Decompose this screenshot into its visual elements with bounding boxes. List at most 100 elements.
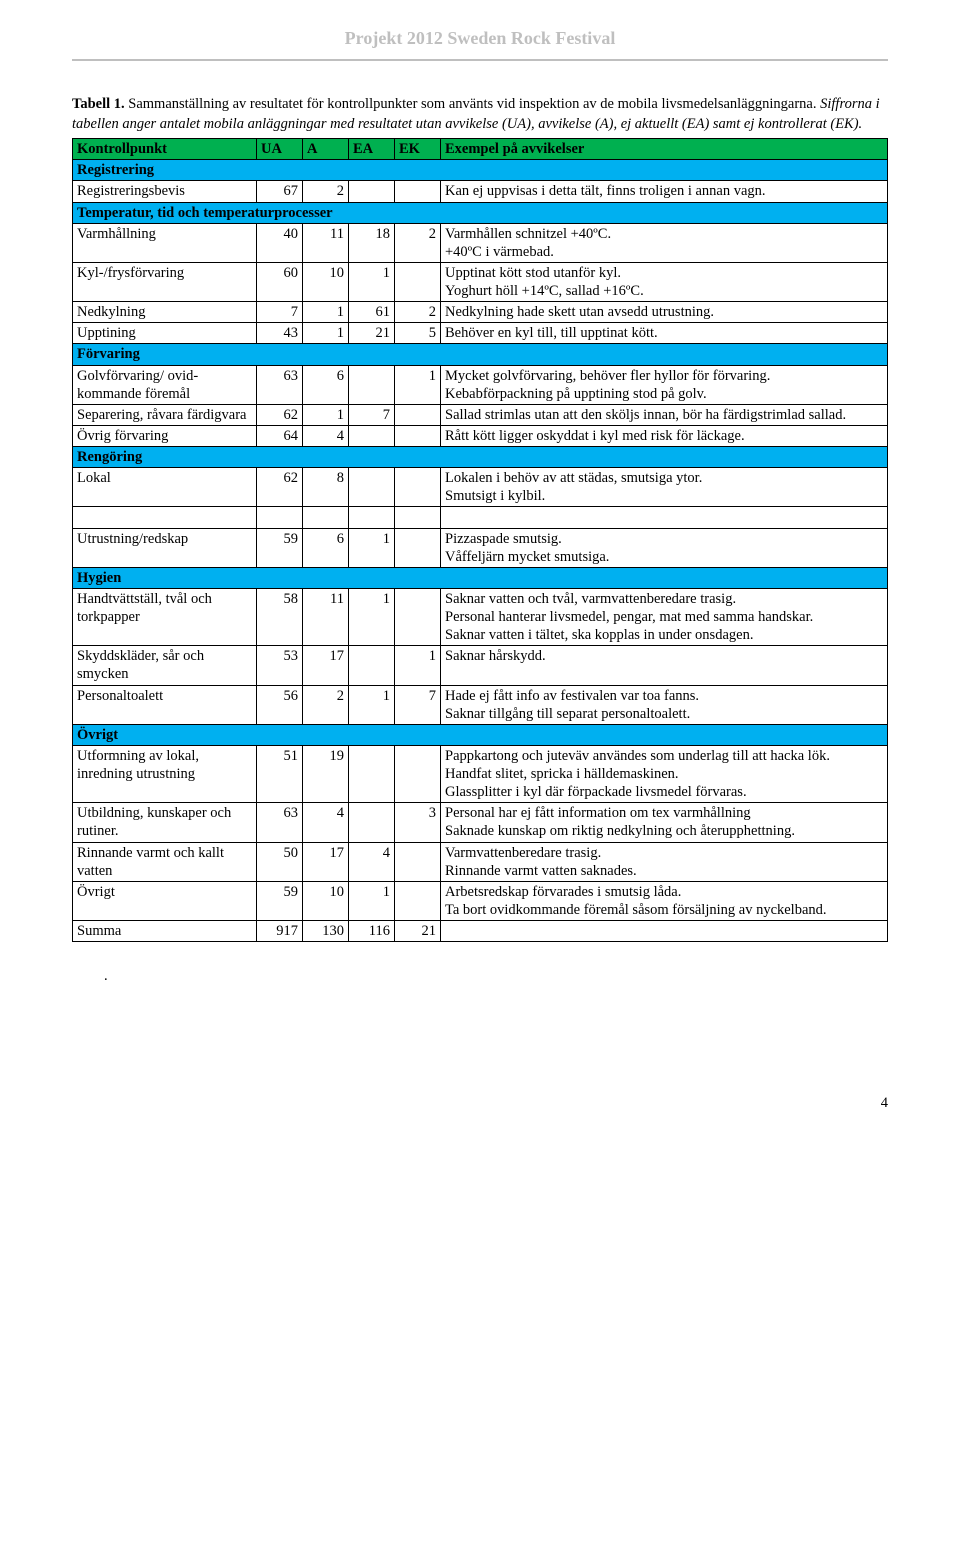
cell-ua: 60 xyxy=(257,262,303,301)
results-table: KontrollpunktUAAEAEKExempel på avvikelse… xyxy=(72,138,888,942)
table-row: Utformning av lokal, inredning utrustnin… xyxy=(73,745,888,802)
table-row: Nedkylning71612Nedkylning hade skett uta… xyxy=(73,302,888,323)
table-caption: Tabell 1. Sammanställning av resultatet … xyxy=(72,95,888,134)
cell-ua: 62 xyxy=(257,468,303,507)
section-row: Övrigt xyxy=(73,724,888,745)
table-row: Övrigt59101 Arbetsredskap förvarades i sm… xyxy=(73,881,888,920)
cell-ea xyxy=(349,365,395,404)
cell-exempel: Pappkartong och juteväv användes som und… xyxy=(441,745,888,802)
cell-ea: 1 xyxy=(349,528,395,567)
row-label: Varmhållning xyxy=(73,223,257,262)
cell-ua: 63 xyxy=(257,365,303,404)
cell-ua: 53 xyxy=(257,646,303,685)
row-label: Utbildning, kunskaper och rutiner. xyxy=(73,803,257,842)
cell-exempel: Arbetsredskap förvarades i smutsig låda.… xyxy=(441,881,888,920)
cell-a: 2 xyxy=(303,181,349,202)
page-header: Projekt 2012 Sweden Rock Festival xyxy=(72,28,888,59)
cell-exempel: Varmhållen schnitzel +40ºC. +40ºC i värm… xyxy=(441,223,888,262)
row-label: Nedkylning xyxy=(73,302,257,323)
table-row: Separering, råvara färdigvara6217Sallad … xyxy=(73,404,888,425)
cell-exempel: Behöver en kyl till, till upptinat kött. xyxy=(441,323,888,344)
cell-ek xyxy=(395,425,441,446)
row-label: Registreringsbevis xyxy=(73,181,257,202)
trailing-dot: . xyxy=(104,968,888,985)
cell-exempel: Saknar hårskydd. xyxy=(441,646,888,685)
row-label: Skyddskläder, sår och smycken xyxy=(73,646,257,685)
cell-ea: 4 xyxy=(349,842,395,881)
cell-exempel: Rått kött ligger oskyddat i kyl med risk… xyxy=(441,425,888,446)
cell-a: 17 xyxy=(303,646,349,685)
cell-ek: 1 xyxy=(395,646,441,685)
cell-ea: 1 xyxy=(349,685,395,724)
empty-cell xyxy=(303,507,349,528)
row-label: Separering, råvara färdigvara xyxy=(73,404,257,425)
cell-ek: 2 xyxy=(395,223,441,262)
cell-a: 1 xyxy=(303,404,349,425)
section-title: Temperatur, tid och temperaturprocesser xyxy=(73,202,888,223)
cell-a: 11 xyxy=(303,588,349,645)
cell-exempel: Personal har ej fått information om tex … xyxy=(441,803,888,842)
cell-ek xyxy=(395,842,441,881)
cell-ua: 63 xyxy=(257,803,303,842)
empty-cell xyxy=(395,507,441,528)
cell-ea: 7 xyxy=(349,404,395,425)
empty-cell xyxy=(73,507,257,528)
cell-ua: 67 xyxy=(257,181,303,202)
row-label: Utrustning/redskap xyxy=(73,528,257,567)
table-row: Övrig förvaring644Rått kött ligger oskyd… xyxy=(73,425,888,446)
cell-exempel: Mycket golvförvaring, behöver fler hyllo… xyxy=(441,365,888,404)
cell-ek: 7 xyxy=(395,685,441,724)
cell-exempel: Lokalen i behöv av att städas, smutsiga … xyxy=(441,468,888,507)
cell-exempel: Varmvattenberedare trasig. Rinnande varm… xyxy=(441,842,888,881)
row-label: Upptining xyxy=(73,323,257,344)
header-rule xyxy=(72,59,888,61)
cell-a: 10 xyxy=(303,262,349,301)
cell-exempel: Pizzaspade smutsig. Våffeljärn mycket sm… xyxy=(441,528,888,567)
cell-ua: 56 xyxy=(257,685,303,724)
cell-ua: 51 xyxy=(257,745,303,802)
sum-exempel xyxy=(441,921,888,942)
cell-ua: 59 xyxy=(257,881,303,920)
cell-ua: 7 xyxy=(257,302,303,323)
sum-ua: 917 xyxy=(257,921,303,942)
cell-a: 1 xyxy=(303,302,349,323)
col-header-a: A xyxy=(303,139,349,160)
cell-ea: 1 xyxy=(349,881,395,920)
cell-a: 10 xyxy=(303,881,349,920)
row-label: Utformning av lokal, inredning utrustnin… xyxy=(73,745,257,802)
section-row: Förvaring xyxy=(73,344,888,365)
caption-lead: Tabell 1. xyxy=(72,96,125,112)
cell-a: 1 xyxy=(303,323,349,344)
col-header-ek: EK xyxy=(395,139,441,160)
table-row: Varmhållning4011182Varmhållen schnitzel … xyxy=(73,223,888,262)
table-row: Golvförvaring/ ovid- kommande föremål636… xyxy=(73,365,888,404)
row-label: Kyl-/frysförvaring xyxy=(73,262,257,301)
cell-ek: 1 xyxy=(395,365,441,404)
row-label: Övrigt xyxy=(73,881,257,920)
section-title: Förvaring xyxy=(73,344,888,365)
page-header-title: Projekt 2012 Sweden Rock Festival xyxy=(345,28,616,48)
cell-a: 6 xyxy=(303,365,349,404)
col-header-ea: EA xyxy=(349,139,395,160)
sum-ea: 116 xyxy=(349,921,395,942)
cell-a: 19 xyxy=(303,745,349,802)
table-row: Lokal628Lokalen i behöv av att städas, s… xyxy=(73,468,888,507)
cell-exempel: Hade ej fått info av festivalen var toa … xyxy=(441,685,888,724)
cell-ek xyxy=(395,881,441,920)
cell-exempel: Upptinat kött stod utanför kyl. Yoghurt … xyxy=(441,262,888,301)
cell-ek: 5 xyxy=(395,323,441,344)
cell-ea xyxy=(349,425,395,446)
table-row: Handtvättställ, tvål och torkpapper58111… xyxy=(73,588,888,645)
cell-a: 4 xyxy=(303,803,349,842)
col-header-kontrollpunkt: Kontrollpunkt xyxy=(73,139,257,160)
section-title: Rengöring xyxy=(73,447,888,468)
section-title: Övrigt xyxy=(73,724,888,745)
cell-exempel: Nedkylning hade skett utan avsedd utrust… xyxy=(441,302,888,323)
cell-ea: 21 xyxy=(349,323,395,344)
cell-ua: 58 xyxy=(257,588,303,645)
cell-ek: 3 xyxy=(395,803,441,842)
table-row: Registreringsbevis672Kan ej uppvisas i d… xyxy=(73,181,888,202)
cell-ek xyxy=(395,588,441,645)
cell-a: 11 xyxy=(303,223,349,262)
cell-ea xyxy=(349,181,395,202)
